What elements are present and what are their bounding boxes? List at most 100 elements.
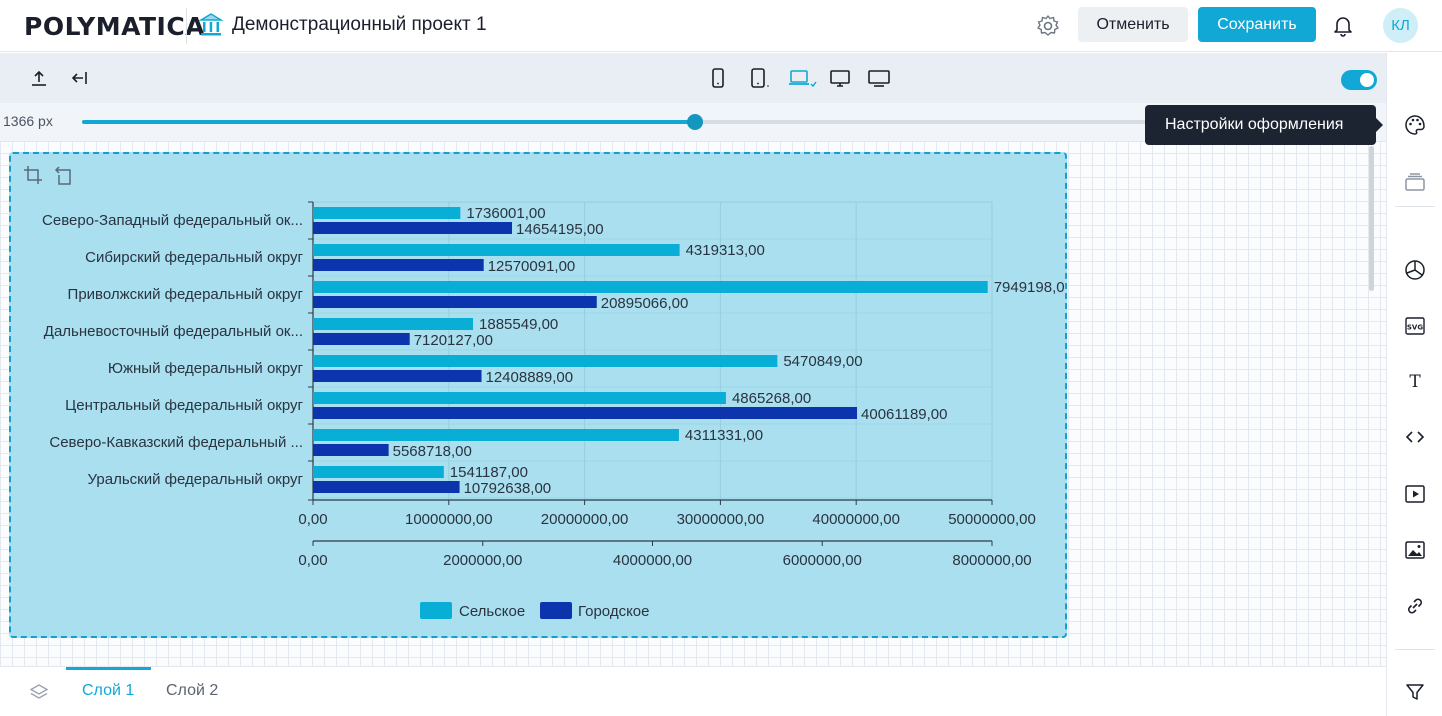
data-label-urban: 7120127,00 [414,332,493,349]
bar-rural [313,244,680,256]
bar-rural [313,207,461,219]
category-label: Северо-Западный федеральный ок... [42,212,303,229]
design-canvas[interactable]: Северо-Западный федеральный ок... 1736001… [0,141,1386,666]
rotate-icon[interactable] [53,164,75,186]
category-label: Северо-Кавказский федеральный ... [49,434,303,451]
divider [1395,649,1435,650]
data-label-urban: 5568718,00 [393,443,472,460]
x-tick-label: 0,00 [298,511,327,528]
x-tick-label: 4000000,00 [613,552,692,569]
category-label: Уральский федеральный округ [88,471,304,488]
bar-urban [313,333,410,345]
data-label-rural: 4865268,00 [732,390,811,407]
category-label: Приволжский федеральный округ [68,286,304,303]
slider-fill [82,120,695,124]
bell-icon[interactable] [1330,12,1356,38]
bar-urban [313,259,484,271]
bar-rural [313,429,679,441]
x-tick-label: 20000000,00 [541,511,629,528]
data-label-rural: 4319313,00 [686,242,765,259]
active-tab-indicator [66,667,151,670]
x-tick-label: 2000000,00 [443,552,522,569]
data-label-rural: 4311331,00 [685,427,763,444]
data-label-urban: 10792638,00 [464,480,552,497]
collapse-left-icon[interactable] [68,67,90,89]
bar-chart: Северо-Западный федеральный ок... 1736001… [42,201,1065,620]
code-icon[interactable] [1403,425,1427,449]
x-tick-label: 8000000,00 [952,552,1031,569]
bar-urban [313,370,482,382]
legend-label-rural: Сельское [459,603,525,620]
text-icon[interactable]: T [1403,369,1427,393]
gear-icon[interactable] [1035,13,1061,39]
avatar[interactable]: КЛ [1383,8,1418,43]
bar-rural [313,318,474,330]
data-label-urban: 12408889,00 [486,369,574,386]
monitor-icon[interactable] [829,67,851,89]
tab-layer-2[interactable]: Слой 2 [166,682,219,699]
width-label: 1366 px [3,113,53,129]
data-label-rural: 1885549,00 [479,316,558,333]
save-button[interactable]: Сохранить [1198,7,1316,42]
bar-rural [313,281,988,293]
svg-text:SVG: SVG [1407,324,1423,332]
data-label-urban: 20895066,00 [601,295,689,312]
slider-thumb[interactable] [686,114,703,130]
bar-urban [313,296,597,308]
layers-icon[interactable] [1403,170,1427,194]
svg-text:T: T [1409,372,1421,392]
bar-urban [313,444,389,456]
laptop-icon[interactable] [788,67,818,89]
crop-icon[interactable] [22,164,44,186]
bar-rural [313,466,444,478]
width-slider[interactable] [82,114,1372,130]
upload-icon[interactable] [28,67,50,89]
bar-urban [313,481,460,493]
project-icon [198,13,224,36]
right-sidebar: SVG T [1386,53,1442,716]
pie-chart-icon[interactable] [1403,258,1427,282]
legend-label-urban: Городское [578,603,649,620]
svg-icon[interactable]: SVG [1403,314,1427,338]
data-label-rural: 7949198,0 [994,279,1065,296]
image-icon[interactable] [1403,538,1427,562]
x-tick-label: 0,00 [298,552,327,569]
tab-layer-1[interactable]: Слой 1 [82,682,135,699]
legend-swatch-rural [420,602,452,619]
x-tick-label: 10000000,00 [405,511,493,528]
project-title: Демонстрационный проект 1 [232,14,487,35]
phone-landscape-icon[interactable] [748,67,770,89]
bar-rural [313,392,726,404]
legend-swatch-urban [540,602,572,619]
bar-urban [313,222,513,234]
editor-toolbar [0,53,1386,103]
data-label-rural: 1541187,00 [450,464,528,481]
divider [1395,206,1435,207]
x-tick-label: 30000000,00 [677,511,765,528]
chart-widget[interactable]: Северо-Западный федеральный ок... 1736001… [9,152,1067,638]
data-label-rural: 1736001,00 [466,205,545,222]
cancel-button[interactable]: Отменить [1078,7,1188,42]
filter-icon[interactable] [1403,680,1427,704]
category-label: Сибирский федеральный округ [85,249,303,266]
x-tick-label: 40000000,00 [812,511,900,528]
x-tick-label: 50000000,00 [948,511,1036,528]
stack-icon[interactable] [28,681,50,703]
bar-rural [313,355,778,367]
data-label-rural: 5470849,00 [783,353,862,370]
divider [186,8,187,44]
data-label-urban: 12570091,00 [488,258,576,275]
data-label-urban: 40061189,00 [861,406,947,423]
phone-icon[interactable] [707,67,729,89]
logo: POLYMATICA [24,12,206,41]
category-label: Центральный федеральный округ [65,397,303,414]
link-icon[interactable] [1403,594,1427,618]
layers-bar: Слой 1 Слой 2 [0,666,1386,716]
wide-monitor-icon[interactable] [868,67,890,89]
video-icon[interactable] [1403,482,1427,506]
x-tick-label: 6000000,00 [783,552,862,569]
canvas-scrollbar[interactable] [1369,146,1374,291]
bar-urban [313,407,858,419]
preview-toggle[interactable] [1341,70,1377,90]
palette-icon[interactable] [1403,113,1427,137]
